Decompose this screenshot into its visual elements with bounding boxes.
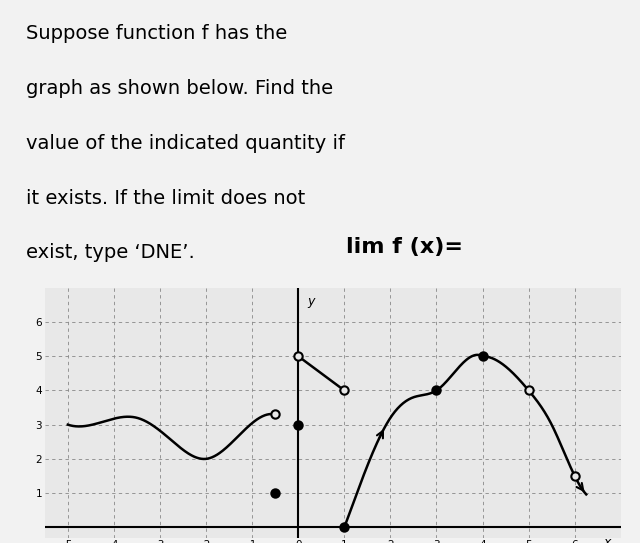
Text: exist, type ‘DNE’.: exist, type ‘DNE’.: [26, 243, 195, 262]
Text: it exists. If the limit does not: it exists. If the limit does not: [26, 188, 305, 207]
Text: y: y: [307, 295, 315, 308]
Text: graph as shown below. Find the: graph as shown below. Find the: [26, 79, 333, 98]
Text: lim f (x)=: lim f (x)=: [346, 237, 463, 257]
Text: x: x: [604, 536, 611, 543]
Text: value of the indicated quantity if: value of the indicated quantity if: [26, 134, 344, 153]
Text: Suppose function f has the: Suppose function f has the: [26, 24, 287, 43]
Text: x➡ -0.5: x➡ -0.5: [346, 298, 435, 318]
